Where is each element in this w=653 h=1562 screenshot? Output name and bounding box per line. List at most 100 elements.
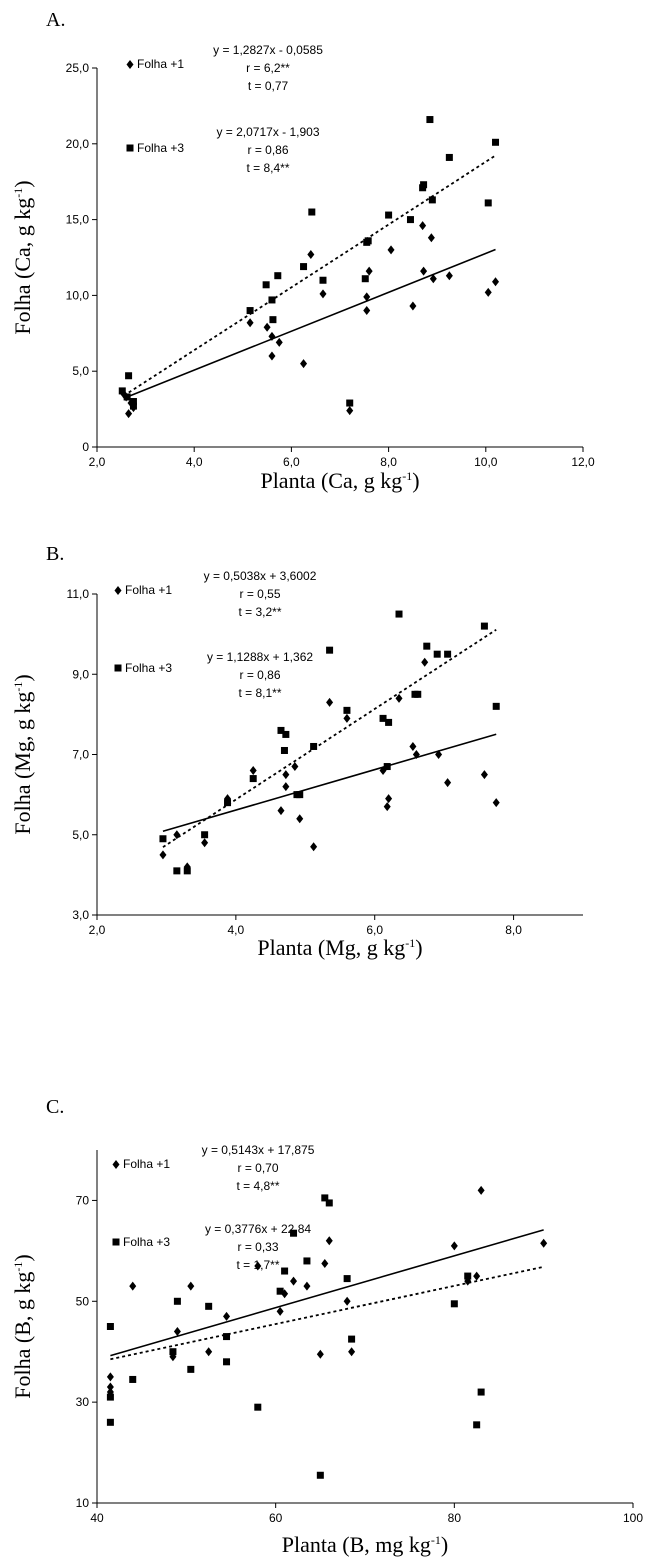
- data-point-square: [274, 272, 282, 280]
- data-point-square: [321, 1194, 329, 1202]
- data-point-diamond: [385, 794, 393, 804]
- y-tick-label: 25,0: [66, 61, 90, 75]
- data-point-diamond: [187, 1281, 195, 1291]
- data-point-diamond: [319, 289, 327, 299]
- data-point-square: [249, 775, 257, 783]
- data-point-diamond: [282, 770, 290, 780]
- data-point-square: [364, 237, 372, 245]
- data-point-diamond: [484, 287, 492, 297]
- data-point-square: [129, 398, 137, 406]
- data-point-square: [379, 714, 387, 722]
- y-axis-label: Folha (Mg, g kg-1): [10, 674, 35, 834]
- data-point-square: [106, 1393, 114, 1401]
- y-tick-label: 30: [76, 1395, 90, 1409]
- data-point-diamond: [444, 778, 452, 788]
- x-tick-label: 12,0: [571, 455, 595, 469]
- data-point-diamond: [477, 1185, 485, 1195]
- data-point-diamond: [246, 318, 254, 328]
- data-point-square: [343, 1275, 351, 1283]
- data-point-square: [290, 1229, 298, 1237]
- data-point-square: [223, 1333, 231, 1341]
- data-point-diamond: [129, 1281, 137, 1291]
- data-point-square: [106, 1323, 114, 1330]
- data-point-square: [464, 1272, 472, 1280]
- data-point-square: [385, 211, 393, 219]
- correlation-r: r = 0,86: [247, 143, 288, 157]
- data-point-diamond: [275, 337, 283, 347]
- data-point-square: [319, 276, 327, 284]
- y-tick-label: 7,0: [72, 748, 89, 762]
- data-point-square: [183, 867, 191, 875]
- data-point-diamond: [492, 277, 500, 287]
- data-point-square: [300, 263, 308, 271]
- y-tick-label: 10,0: [66, 288, 90, 302]
- legend-label: Folha +3: [125, 661, 172, 675]
- data-point-square: [492, 138, 500, 146]
- regression-equation: y = 0,5143x + 17,875: [202, 1143, 315, 1157]
- regression-equation: y = 0,3776x + 22,84: [205, 1222, 311, 1236]
- data-point-square: [277, 726, 285, 734]
- legend-label: Folha +1: [123, 1157, 170, 1171]
- data-point-diamond: [492, 798, 500, 808]
- data-point-diamond: [450, 1241, 458, 1251]
- y-tick-label: 0: [82, 440, 89, 454]
- data-point-diamond: [421, 657, 429, 667]
- data-point-square: [173, 1297, 181, 1305]
- data-point-square: [420, 181, 428, 189]
- data-point-diamond: [325, 1236, 333, 1246]
- data-point-diamond: [363, 306, 371, 316]
- x-axis-label: Planta (Mg, g kg-1): [257, 935, 422, 960]
- data-point-diamond: [159, 850, 167, 860]
- data-point-square: [361, 275, 369, 283]
- correlation-r: r = 0,70: [237, 1161, 278, 1175]
- correlation-r: r = 0,33: [237, 1240, 278, 1254]
- data-point-diamond: [540, 1238, 548, 1248]
- data-point-square: [484, 199, 492, 207]
- data-point-square: [201, 831, 209, 839]
- legend-marker-square: [112, 1238, 120, 1246]
- data-point-square: [492, 702, 500, 710]
- data-point-diamond: [343, 1296, 351, 1306]
- y-tick-label: 3,0: [72, 908, 89, 922]
- data-point-square: [310, 742, 318, 750]
- x-tick-label: 6,0: [283, 455, 300, 469]
- legend-label: Folha +3: [123, 1235, 170, 1249]
- trend-line-folha1: [110, 1229, 544, 1357]
- x-tick-label: 40: [90, 1511, 104, 1525]
- y-axis-label: Folha (B, g kg-1): [10, 1254, 35, 1398]
- data-point-diamond: [291, 762, 299, 772]
- legend-label: Folha +1: [125, 583, 172, 597]
- data-point-diamond: [307, 249, 315, 259]
- legend-label: Folha +3: [137, 141, 184, 155]
- x-axis-label: Planta (Ca, g kg-1): [260, 468, 419, 493]
- t-statistic: t = 0,77: [248, 79, 289, 93]
- data-point-diamond: [268, 331, 276, 341]
- data-point-diamond: [387, 245, 395, 255]
- data-point-diamond: [263, 322, 271, 332]
- x-tick-label: 2,0: [89, 923, 106, 937]
- y-tick-label: 20,0: [66, 137, 90, 151]
- data-point-diamond: [310, 842, 318, 852]
- correlation-r: r = 6,2**: [246, 61, 290, 75]
- data-point-diamond: [201, 838, 209, 848]
- data-point-square: [268, 296, 276, 304]
- trend-line-folha3: [162, 628, 497, 848]
- y-tick-label: 50: [76, 1294, 90, 1308]
- data-point-square: [444, 650, 452, 658]
- correlation-r: r = 0,55: [239, 587, 280, 601]
- data-point-square: [282, 730, 290, 738]
- data-point-square: [118, 387, 126, 395]
- data-point-diamond: [420, 266, 428, 276]
- correlation-r: r = 0,86: [239, 668, 280, 682]
- data-point-diamond: [419, 221, 427, 231]
- data-point-square: [106, 1418, 114, 1426]
- data-point-square: [125, 372, 133, 380]
- data-point-square: [426, 116, 434, 124]
- trend-line-folha3: [123, 154, 497, 397]
- data-point-square: [395, 610, 403, 618]
- x-axis-label: Planta (B, mg kg-1): [282, 1532, 448, 1557]
- data-point-square: [303, 1257, 311, 1265]
- y-tick-label: 70: [76, 1193, 90, 1207]
- t-statistic: t = 1,7**: [236, 1258, 279, 1272]
- data-point-diamond: [343, 713, 351, 723]
